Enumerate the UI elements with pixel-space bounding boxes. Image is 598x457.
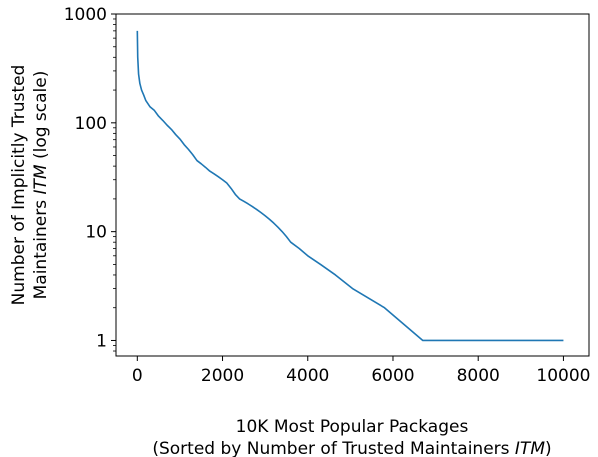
y-tick-label: 100 bbox=[75, 114, 107, 134]
series-line-0 bbox=[136, 30, 564, 342]
x-axis-label-line2-suffix: ) bbox=[545, 439, 552, 457]
x-axis-label-line2-prefix: (Sorted by Number of Trusted Maintainers bbox=[152, 439, 515, 457]
x-tick-label: 0 bbox=[132, 366, 143, 386]
y-axis-label-line2-em: ITM bbox=[31, 164, 51, 194]
y-tick-label: 1000 bbox=[64, 5, 107, 25]
y-tick-label: 1 bbox=[96, 331, 107, 351]
y-axis-label-line2: Maintainers ITM (log scale) bbox=[31, 71, 51, 300]
x-tick-label: 2000 bbox=[201, 366, 244, 386]
y-axis-label-line1: Number of Implicitly Trusted bbox=[9, 65, 29, 306]
x-tick-label: 10000 bbox=[536, 366, 590, 386]
plot-frame bbox=[115, 13, 590, 357]
x-axis-ticks: 0 2000 4000 6000 8000 10000 bbox=[132, 356, 590, 386]
x-axis-label-line2: (Sorted by Number of Trusted Maintainers… bbox=[152, 439, 551, 457]
y-axis-label-line2-suffix: (log scale) bbox=[31, 71, 51, 165]
y-axis-label-line2-prefix: Maintainers bbox=[31, 195, 51, 300]
x-axis-label-line2-em: ITM bbox=[515, 439, 545, 457]
y-tick-label: 10 bbox=[85, 223, 107, 243]
y-axis-ticks: 1 10 100 1000 bbox=[64, 5, 116, 351]
x-tick-label: 6000 bbox=[371, 366, 414, 386]
x-axis-label-line1: 10K Most Popular Packages bbox=[236, 417, 469, 437]
x-tick-label: 8000 bbox=[457, 366, 500, 386]
x-tick-label: 4000 bbox=[286, 366, 329, 386]
plot-area bbox=[115, 13, 590, 357]
